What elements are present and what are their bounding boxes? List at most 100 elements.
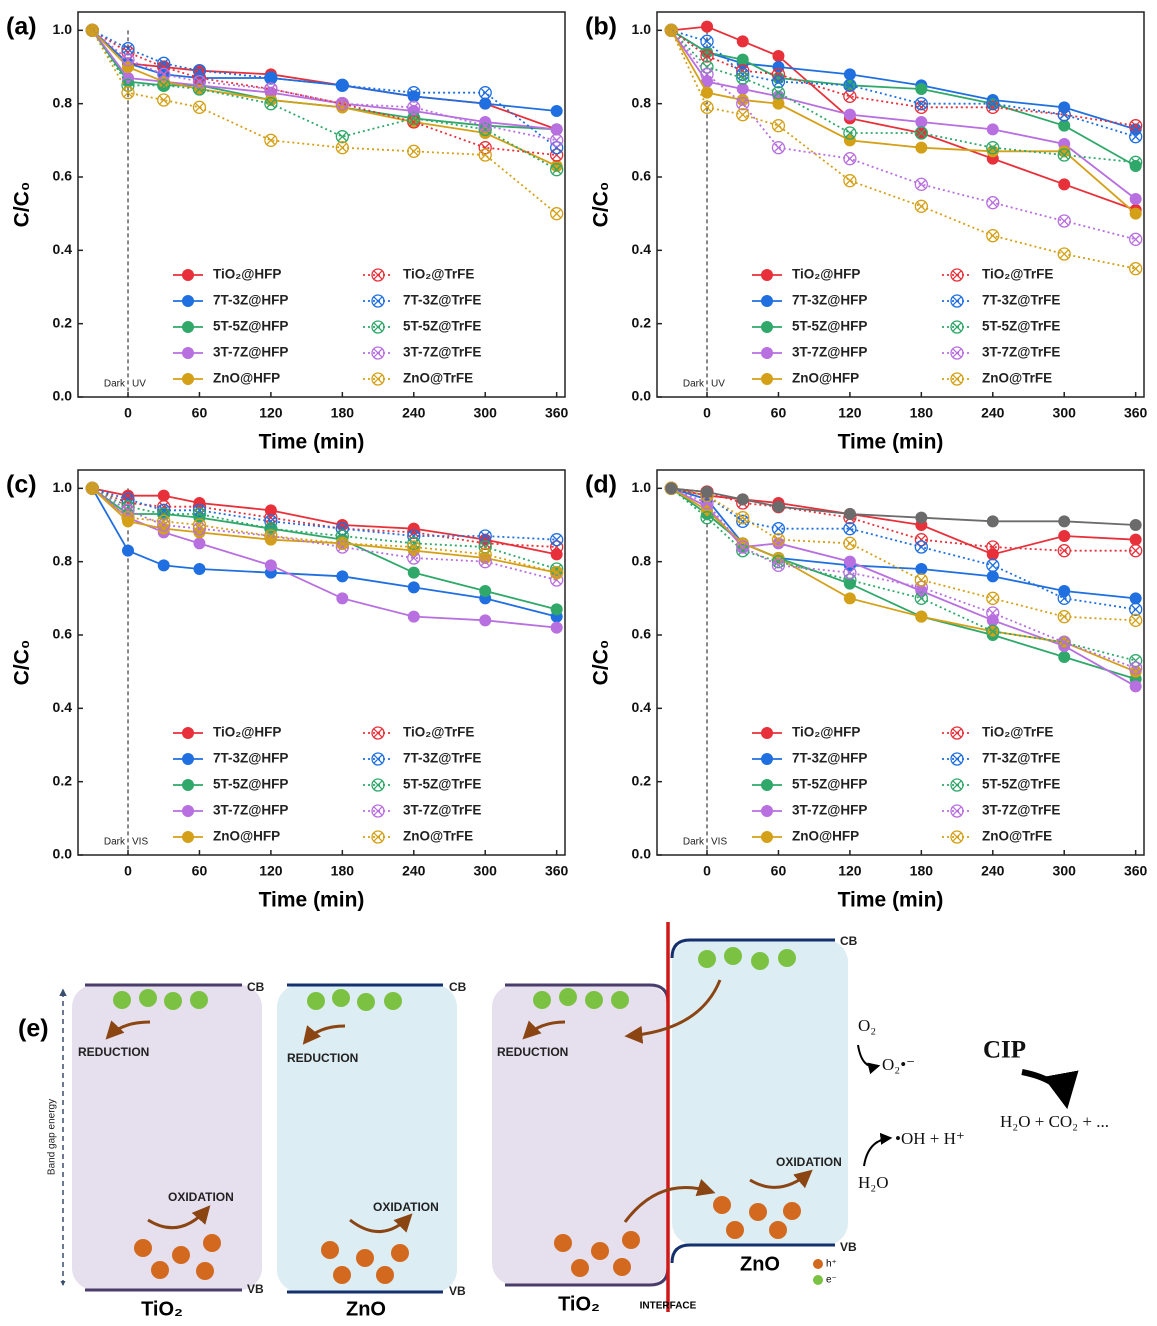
x-tick-label: 180 [910, 405, 934, 421]
marker [1129, 155, 1143, 169]
marker [478, 122, 492, 136]
x-tick-label: 300 [474, 863, 498, 879]
marker [914, 573, 928, 587]
x-axis-title: Time (min) [838, 889, 944, 912]
y-axis-title: C/C₀ [590, 640, 613, 686]
legend-marker [371, 268, 385, 282]
oxidation-arrow [749, 1169, 813, 1189]
marker [986, 141, 1000, 155]
y-tick-label: 0.6 [53, 168, 73, 184]
marker [914, 580, 928, 594]
chart: 0 60 120 180 240 300 360 0.0 0.2 0.4 0.6 0.8 1.0 Time… [6, 469, 569, 912]
marker [772, 537, 785, 550]
legend-label: 3T-7Z@TrFE [403, 803, 481, 818]
plot-frame [656, 11, 1145, 398]
marker [122, 515, 135, 528]
marker [914, 126, 928, 140]
marker [550, 207, 564, 221]
marker [1129, 207, 1142, 220]
legend-label: 7T-3Z@HFP [792, 751, 867, 766]
marker [772, 50, 785, 62]
marker [914, 177, 928, 191]
marker [772, 97, 785, 110]
y-tick-label: 0.2 [632, 314, 652, 330]
marker [701, 86, 714, 99]
marker [122, 489, 135, 502]
legend-marker [950, 804, 964, 818]
marker [1058, 145, 1071, 158]
marker [736, 493, 749, 506]
marker [772, 552, 785, 564]
x-tick-label: 240 [981, 405, 1005, 421]
legend-label: TiO₂@HFP [792, 725, 860, 740]
marker [700, 100, 714, 114]
transfer-arrow [624, 979, 722, 1044]
band-gap-label: Band gap energy [47, 1099, 58, 1175]
marker [479, 614, 492, 627]
x-tick-label: 60 [771, 405, 787, 421]
marker [914, 591, 928, 605]
marker [914, 540, 928, 554]
legend-label: ZnO@HFP [213, 371, 280, 386]
legend-marker [371, 804, 385, 818]
holes [554, 1196, 801, 1277]
marker [986, 515, 999, 528]
marker [843, 508, 856, 520]
marker [407, 525, 421, 539]
holes [321, 1241, 409, 1284]
marker [914, 533, 928, 547]
electron-key [813, 1275, 823, 1285]
marker [1129, 680, 1142, 693]
panel-label: (b) [585, 13, 617, 41]
legend-label: 5T-5Z@TrFE [982, 777, 1060, 792]
marker [157, 93, 171, 107]
marker [550, 540, 564, 554]
x-tick-label: 180 [331, 405, 355, 421]
marker [407, 522, 420, 535]
legend-label: 7T-3Z@HFP [792, 293, 867, 308]
x-tick-label: 300 [1053, 405, 1077, 421]
legend-label: 7T-3Z@TrFE [403, 293, 481, 308]
chart: 0 60 120 180 240 300 360 0.0 0.2 0.4 0.6 0.8 1.0 Time… [585, 469, 1148, 912]
legend-label: 7T-3Z@HFP [213, 293, 288, 308]
marker [1129, 613, 1143, 627]
legend-marker [761, 321, 773, 333]
marker [1129, 160, 1142, 172]
marker [1057, 214, 1071, 228]
legend-label: TiO₂@TrFE [403, 267, 474, 282]
marker [700, 511, 714, 525]
legend-label: 3T-7Z@TrFE [982, 803, 1060, 818]
marker [986, 606, 1000, 620]
marker [264, 133, 278, 147]
marker [1129, 123, 1142, 136]
marker [192, 75, 207, 89]
marker [193, 497, 206, 509]
marker [550, 548, 563, 561]
marker [1057, 591, 1071, 605]
legend-label: ZnO@HFP [213, 829, 280, 844]
marker [478, 119, 492, 133]
marker [1129, 665, 1142, 678]
annotation: Dark [104, 379, 126, 390]
y-axis-title: C/C₀ [11, 640, 34, 686]
y-tick-label: 0.4 [632, 699, 652, 715]
legend-marker [182, 347, 194, 359]
marker [700, 60, 714, 74]
y-tick-label: 1.0 [632, 21, 652, 37]
marker [1058, 178, 1071, 191]
marker [843, 89, 857, 103]
marker [157, 514, 171, 528]
panel-label: (c) [6, 471, 37, 499]
chart: 0 60 120 180 240 300 360 0.0 0.2 0.4 0.6 0.8 1.0 Time… [585, 11, 1148, 454]
marker [479, 116, 492, 128]
marker [407, 144, 421, 158]
legend-marker [761, 347, 773, 359]
marker [736, 544, 750, 558]
material-label: TiO₂ [558, 1293, 600, 1315]
marker [85, 481, 99, 495]
y-tick-label: 0.0 [632, 388, 652, 404]
oxidation-arrow [349, 1213, 413, 1234]
y-tick-label: 0.4 [53, 241, 73, 257]
marker [915, 563, 928, 575]
marker [701, 75, 714, 88]
